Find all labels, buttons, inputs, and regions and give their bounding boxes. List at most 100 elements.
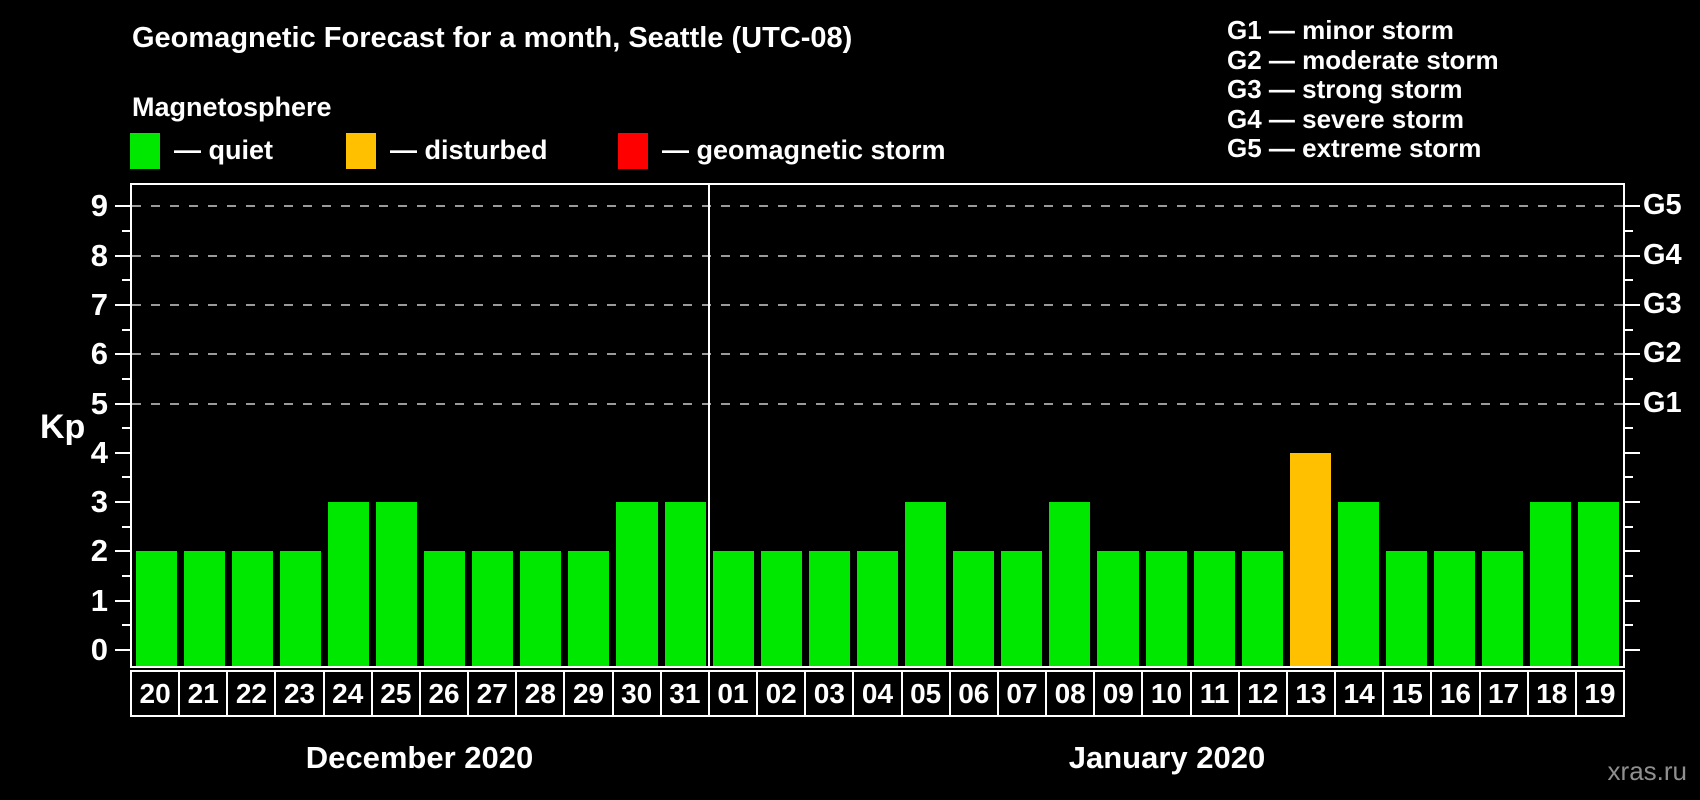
- kp-bar-day-08: [1049, 502, 1091, 666]
- kp-bar-day-30: [616, 502, 658, 666]
- kp-bar-day-04: [856, 551, 899, 666]
- quiet-color-swatch: [130, 132, 160, 169]
- kp-bar-day-25: [375, 502, 418, 666]
- left-tick-kp3: [115, 501, 130, 504]
- left-tick-kp0.5: [122, 624, 130, 627]
- kp-bar-day-03: [808, 551, 850, 666]
- date-cell-14: 14: [1334, 670, 1385, 717]
- g-axis-label-g2: G2: [1643, 337, 1682, 370]
- date-cell-29: 29: [563, 670, 614, 717]
- right-tick-kp7.5: [1625, 279, 1633, 282]
- date-cell-27: 27: [467, 670, 518, 717]
- g-axis-label-g4: G4: [1643, 238, 1682, 271]
- right-tick-kp6.5: [1625, 328, 1633, 331]
- left-tick-kp8.5: [122, 229, 130, 232]
- date-cell-05: 05: [900, 670, 951, 717]
- date-cell-03: 03: [804, 670, 855, 717]
- left-tick-kp6.5: [122, 328, 130, 331]
- date-cell-08: 08: [1045, 670, 1096, 717]
- left-tick-kp9: [115, 205, 130, 208]
- date-cell-02: 02: [756, 670, 807, 717]
- y-tick-label-9: 9: [90, 188, 108, 224]
- kp-bar-day-26: [424, 551, 466, 666]
- kp-bar-day-24: [327, 502, 369, 666]
- date-cell-11: 11: [1189, 670, 1240, 717]
- left-tick-kp5.5: [122, 377, 130, 380]
- y-tick-label-2: 2: [90, 533, 108, 569]
- y-tick-label-8: 8: [90, 237, 108, 273]
- left-tick-kp7: [115, 303, 130, 306]
- month-label-january: January 2020: [1068, 740, 1266, 775]
- y-tick-label-7: 7: [90, 286, 108, 322]
- left-tick-kp7.5: [122, 279, 130, 282]
- date-cell-09: 09: [1093, 670, 1144, 717]
- g-scale-legend: G1 — minor storm G2 — moderate storm G3 …: [1227, 15, 1499, 164]
- gridline-kp8: [132, 254, 1623, 257]
- date-cell-26: 26: [418, 670, 470, 717]
- legend-label-storm: — geomagnetic storm: [662, 135, 946, 165]
- gridline-kp6: [132, 353, 1623, 356]
- g-scale-legend-g5: G5 — extreme storm: [1227, 133, 1482, 163]
- legend-label-disturbed: — disturbed: [390, 135, 548, 165]
- date-cell-16: 16: [1430, 670, 1481, 717]
- kp-bar-day-13: [1289, 452, 1331, 666]
- right-tick-kp2.5: [1625, 525, 1633, 528]
- right-tick-kp5.5: [1625, 377, 1633, 380]
- left-tick-kp1.5: [122, 575, 130, 578]
- date-cell-13: 13: [1285, 670, 1337, 717]
- kp-bar-day-14: [1337, 502, 1379, 666]
- date-cell-24: 24: [322, 670, 373, 717]
- kp-bar-day-18: [1530, 502, 1572, 666]
- right-tick-kp9: [1625, 205, 1640, 208]
- kp-bar-day-06: [953, 551, 995, 666]
- y-tick-label-4: 4: [90, 434, 108, 470]
- date-cell-15: 15: [1382, 670, 1433, 717]
- g-scale-legend-g3: G3 — strong storm: [1227, 74, 1463, 104]
- date-cell-17: 17: [1478, 670, 1529, 717]
- date-cell-18: 18: [1526, 670, 1577, 717]
- gridline-kp7: [132, 303, 1623, 306]
- right-tick-kp0: [1625, 649, 1640, 651]
- y-tick-label-3: 3: [90, 484, 108, 520]
- storm-color-swatch: [618, 132, 648, 169]
- right-tick-kp1: [1625, 599, 1640, 602]
- kp-bar-day-28: [520, 551, 562, 666]
- y-tick-label-1: 1: [90, 582, 108, 618]
- kp-bar-day-23: [279, 551, 321, 666]
- g-scale-legend-g1: G1 — minor storm: [1227, 15, 1454, 45]
- y-tick-label-6: 6: [90, 336, 108, 372]
- date-cell-20: 20: [130, 670, 181, 717]
- right-tick-kp3.5: [1625, 476, 1633, 479]
- right-tick-kp8: [1625, 254, 1640, 257]
- right-tick-kp6: [1625, 353, 1640, 356]
- right-tick-kp4.5: [1625, 427, 1633, 430]
- g-scale-legend-g4: G4 — severe storm: [1227, 103, 1465, 134]
- left-tick-kp3.5: [122, 476, 130, 479]
- page-title: Geomagnetic Forecast for a month, Seattl…: [132, 22, 853, 54]
- date-cell-06: 06: [948, 670, 999, 717]
- month-label-december: December 2020: [305, 740, 534, 775]
- month-divider: [708, 185, 711, 666]
- kp-bar-day-16: [1434, 551, 1476, 666]
- kp-bar-day-01: [712, 551, 754, 666]
- right-tick-kp4: [1625, 451, 1640, 454]
- g-scale-legend-g2: G2 — moderate storm: [1227, 44, 1499, 75]
- right-tick-kp8.5: [1625, 229, 1633, 232]
- disturbed-color-swatch: [346, 132, 376, 169]
- right-tick-kp5: [1625, 402, 1640, 405]
- legend-label-quiet: — quiet: [174, 135, 273, 165]
- kp-bar-day-29: [568, 551, 610, 666]
- right-tick-kp1.5: [1625, 575, 1633, 578]
- right-tick-kp3: [1625, 501, 1640, 504]
- left-tick-kp6: [115, 353, 130, 356]
- kp-bar-day-07: [1001, 551, 1043, 666]
- left-tick-kp4: [115, 451, 130, 454]
- kp-bar-day-22: [231, 551, 273, 666]
- date-cell-23: 23: [274, 670, 325, 717]
- date-cell-21: 21: [178, 670, 229, 717]
- plot-area: [130, 183, 1625, 668]
- kp-bar-day-19: [1578, 502, 1620, 666]
- kp-bar-day-12: [1241, 551, 1283, 666]
- date-cell-10: 10: [1141, 670, 1192, 717]
